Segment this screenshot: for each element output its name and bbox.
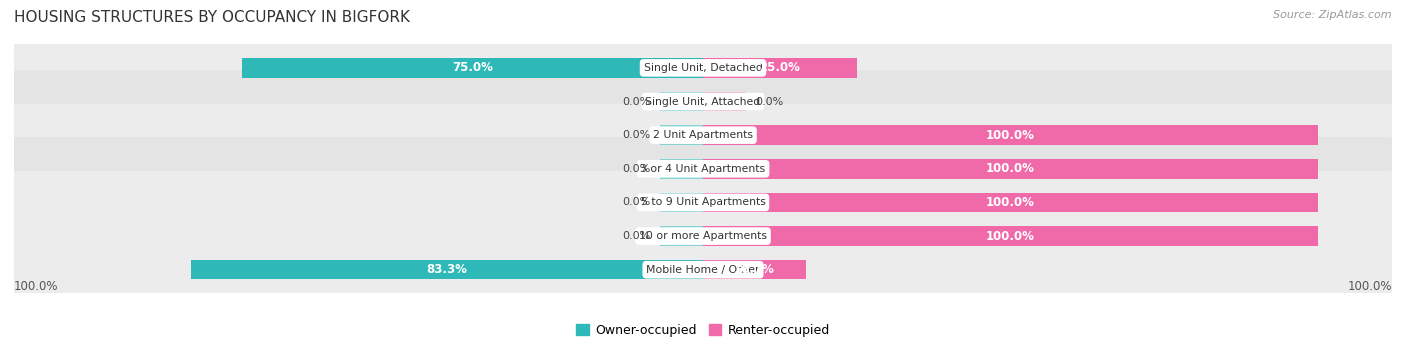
Text: 0.0%: 0.0% [623,197,651,207]
Bar [703,226,1319,246]
Text: 100.0%: 100.0% [14,280,59,293]
Text: 3 or 4 Unit Apartments: 3 or 4 Unit Apartments [641,164,765,174]
FancyBboxPatch shape [1,70,1405,268]
Bar [191,260,703,280]
Text: 0.0%: 0.0% [623,231,651,241]
FancyBboxPatch shape [1,104,1405,301]
FancyBboxPatch shape [1,170,1405,341]
FancyBboxPatch shape [1,0,1405,168]
Text: 0.0%: 0.0% [623,130,651,140]
Bar [659,226,703,246]
Text: 5 to 9 Unit Apartments: 5 to 9 Unit Apartments [641,197,765,207]
Text: 0.0%: 0.0% [623,97,651,106]
Text: 2 Unit Apartments: 2 Unit Apartments [652,130,754,140]
FancyBboxPatch shape [1,2,1405,202]
FancyBboxPatch shape [1,137,1405,335]
Text: 100.0%: 100.0% [986,196,1035,209]
Bar [703,260,806,280]
Legend: Owner-occupied, Renter-occupied: Owner-occupied, Renter-occupied [571,319,835,341]
Text: HOUSING STRUCTURES BY OCCUPANCY IN BIGFORK: HOUSING STRUCTURES BY OCCUPANCY IN BIGFO… [14,10,411,25]
Text: 16.7%: 16.7% [734,263,775,276]
Text: Single Unit, Attached: Single Unit, Attached [645,97,761,106]
Bar [703,58,856,78]
Text: Source: ZipAtlas.com: Source: ZipAtlas.com [1274,10,1392,20]
Text: 25.0%: 25.0% [759,61,800,74]
FancyBboxPatch shape [1,136,1405,336]
Text: 100.0%: 100.0% [986,129,1035,142]
Bar [659,193,703,212]
Text: 100.0%: 100.0% [1347,280,1392,293]
Bar [703,92,747,111]
Text: 10 or more Apartments: 10 or more Apartments [638,231,768,241]
Bar [703,159,1319,179]
Bar [659,159,703,179]
FancyBboxPatch shape [1,69,1405,269]
Bar [659,92,703,111]
Bar [659,125,703,145]
FancyBboxPatch shape [1,171,1405,341]
Bar [703,193,1319,212]
FancyBboxPatch shape [1,35,1405,235]
Text: 0.0%: 0.0% [623,164,651,174]
Text: 0.0%: 0.0% [755,97,783,106]
Bar [703,125,1319,145]
Text: 83.3%: 83.3% [426,263,467,276]
Text: Single Unit, Detached: Single Unit, Detached [644,63,762,73]
FancyBboxPatch shape [1,0,1405,167]
Text: 100.0%: 100.0% [986,162,1035,175]
FancyBboxPatch shape [1,3,1405,201]
Text: 100.0%: 100.0% [986,229,1035,242]
Bar [242,58,703,78]
FancyBboxPatch shape [1,36,1405,234]
Text: 75.0%: 75.0% [451,61,492,74]
FancyBboxPatch shape [1,103,1405,302]
Text: Mobile Home / Other: Mobile Home / Other [647,265,759,275]
